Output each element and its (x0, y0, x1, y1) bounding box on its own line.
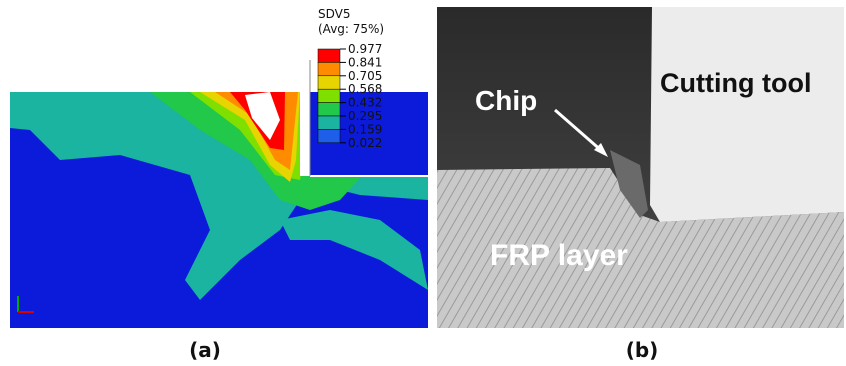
legend-swatch (318, 116, 340, 129)
legend-label: 0.977 (348, 42, 382, 56)
legend-title: SDV5 (318, 7, 351, 21)
legend-subtitle: (Avg: 75%) (318, 22, 384, 36)
legend-swatch (318, 49, 340, 62)
legend-label: 0.295 (348, 109, 382, 123)
chip-label: Chip (475, 85, 537, 116)
legend-label: 0.159 (348, 122, 382, 136)
layer-label: FRP layer (490, 239, 628, 272)
tool-label: Cutting tool (660, 68, 811, 98)
figure: SDV5 (Avg: 75%) 0.9770.8410.7050.5680.43… (0, 0, 846, 366)
legend: SDV5 (Avg: 75%) 0.9770.8410.7050.5680.43… (318, 7, 384, 150)
legend-swatch (318, 89, 340, 102)
legend-swatch (318, 62, 340, 75)
legend-label: 0.568 (348, 82, 382, 96)
photo (437, 7, 844, 328)
legend-label: 0.432 (348, 96, 382, 110)
legend-swatch (318, 76, 340, 89)
legend-label: 0.022 (348, 136, 382, 150)
legend-swatch (318, 103, 340, 116)
legend-swatch (318, 129, 340, 142)
caption: (b) (626, 338, 659, 362)
legend-label: 0.705 (348, 69, 382, 83)
legend-label: 0.841 (348, 55, 382, 69)
caption: (a) (189, 338, 221, 362)
